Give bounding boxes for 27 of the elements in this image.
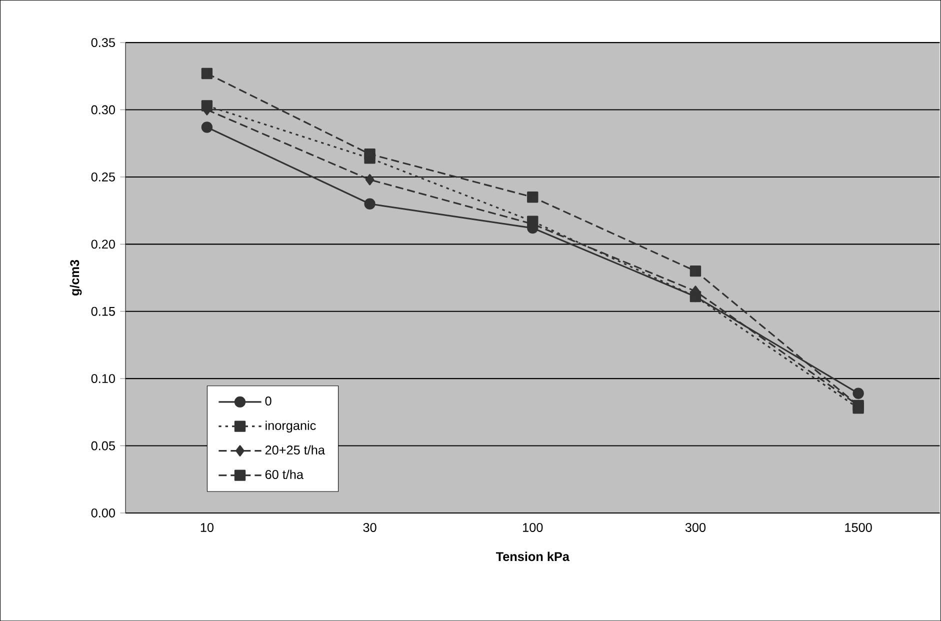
point	[527, 191, 538, 203]
y-tick-label: 0.00	[91, 508, 115, 518]
x-tick-label: 100	[523, 522, 543, 532]
y-tick-label: 0.25	[91, 172, 115, 182]
point	[201, 68, 213, 80]
legend-label: 60 t/ha	[265, 470, 304, 479]
x-tick-label: 10	[200, 522, 214, 532]
legend-label: inorganic	[266, 420, 316, 432]
x-tick-label: 300	[685, 522, 706, 532]
point	[364, 148, 376, 160]
x-tick-label: 1500	[845, 522, 872, 532]
legend-label: 20+25 t/ha	[265, 445, 325, 454]
x-tick-label: 30	[363, 522, 376, 532]
y-tick-label: 0.05	[91, 441, 115, 450]
y-tick-label: 0.30	[91, 105, 115, 114]
point	[364, 198, 376, 210]
legend-label: 0	[265, 396, 272, 406]
x-axis-title: Tension kPa	[496, 552, 570, 562]
y-tick-label: 0.10	[91, 374, 115, 383]
point	[690, 265, 702, 277]
y-tick-label: 0.20	[91, 240, 115, 249]
y-axis-title: g/cm3	[70, 260, 82, 296]
point	[852, 388, 864, 399]
y-tick-label: 0.35	[91, 38, 115, 47]
point	[201, 122, 213, 133]
y-tick-label: 0.15	[91, 306, 115, 316]
point	[365, 174, 374, 186]
